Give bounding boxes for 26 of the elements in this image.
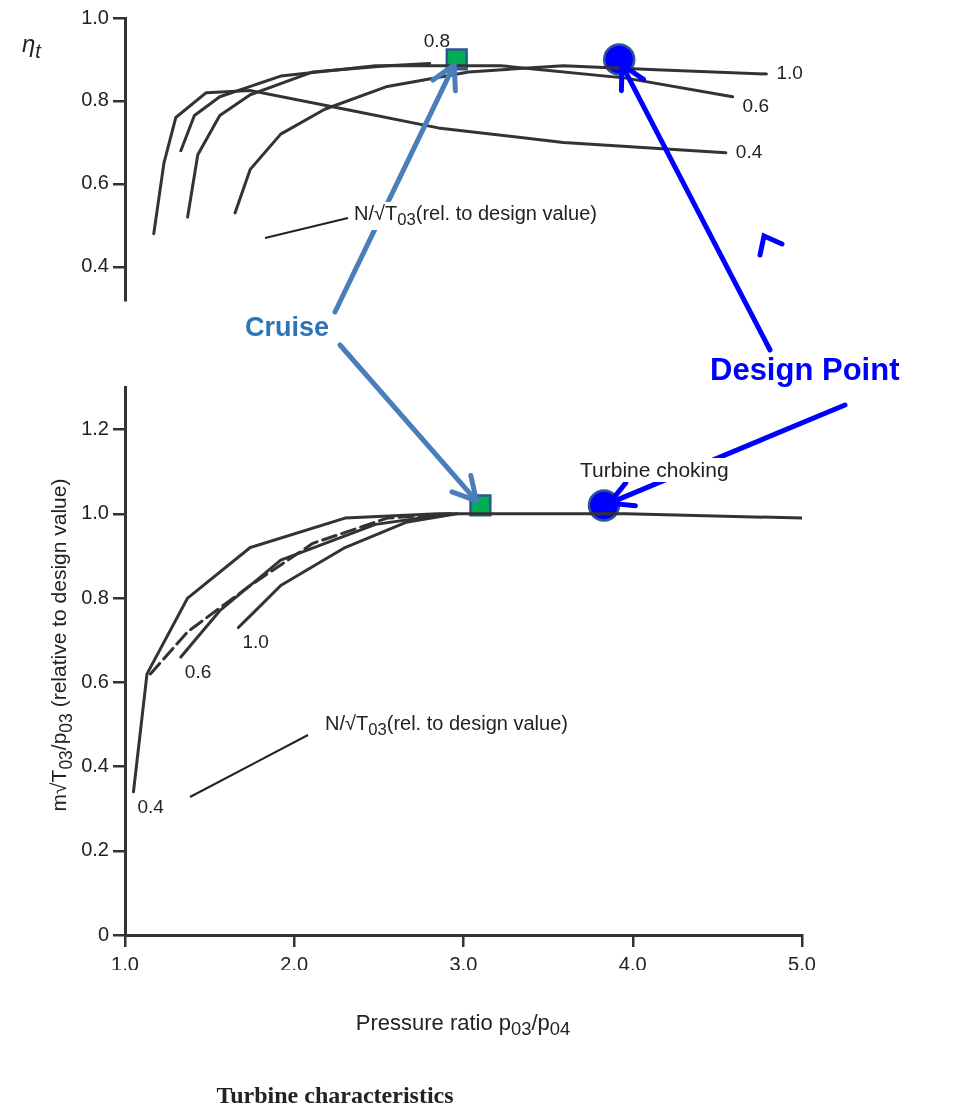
series-label: 0.4 bbox=[735, 141, 763, 163]
series-label: 1.0 bbox=[776, 62, 803, 84]
y-tick-label: 1.0 bbox=[81, 5, 109, 28]
annotation: Design Point bbox=[710, 352, 900, 388]
y-tick-label: 1.0 bbox=[81, 501, 109, 524]
y-tick-label: 0 bbox=[97, 922, 109, 945]
annotation: Turbine choking bbox=[578, 458, 731, 482]
y-axis-title: η$_{t}$ bbox=[22, 30, 41, 63]
series-label: 0.6 bbox=[184, 660, 212, 682]
series-label: 0.8 bbox=[423, 29, 451, 51]
text: Turbine characteristics bbox=[216, 1082, 454, 1109]
series-label: 1.0 bbox=[242, 631, 269, 653]
x-axis-title: Pressure ratio p$_{03}$/p$_{04}$ bbox=[355, 1010, 571, 1041]
series-label: 0.4 bbox=[137, 795, 165, 817]
annotation: Cruise bbox=[245, 312, 330, 343]
y-tick-label: 0.2 bbox=[81, 838, 109, 861]
y-tick-label: 0.6 bbox=[81, 171, 109, 194]
y-tick-label: 0.4 bbox=[81, 254, 109, 277]
y-tick-label: 1.2 bbox=[81, 417, 109, 440]
series-label: 0.6 bbox=[742, 95, 770, 117]
y-tick-label: 0.6 bbox=[81, 669, 109, 692]
y-tick-label: 0.4 bbox=[81, 754, 109, 777]
y-tick-label: 0.8 bbox=[81, 585, 109, 608]
y-tick-label: 0.8 bbox=[81, 88, 109, 111]
annotation: N/√T$_{03}$(rel. to design value) bbox=[325, 712, 568, 740]
annotation: N/√T$_{03}$(rel. to design value) bbox=[352, 202, 599, 230]
